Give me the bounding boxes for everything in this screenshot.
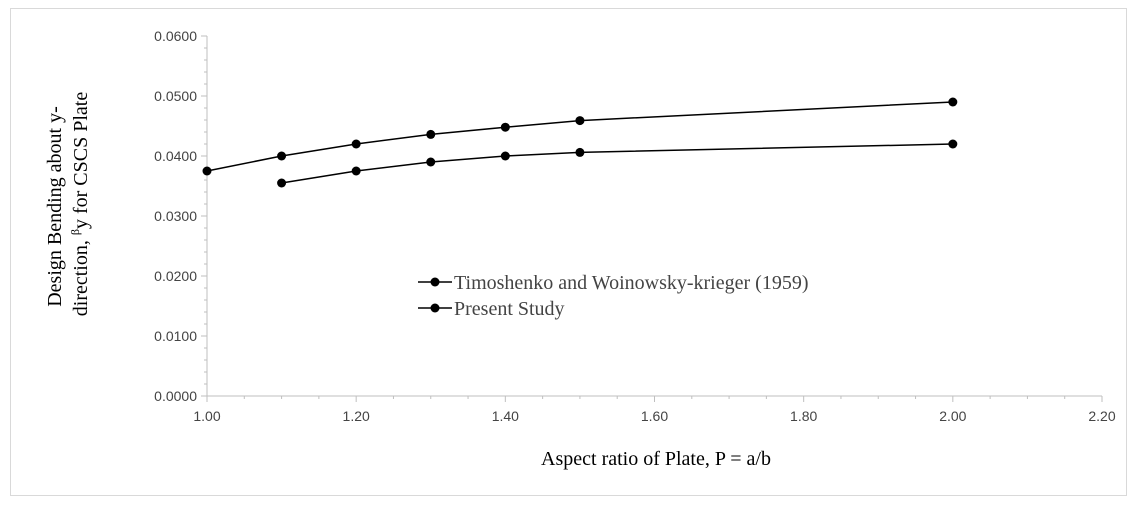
legend-item-timoshenko: Timoshenko and Woinowsky-krieger (1959) bbox=[418, 272, 808, 294]
x-tick-label: 1.80 bbox=[790, 408, 817, 424]
y-tick-label: 0.0300 bbox=[154, 208, 197, 224]
x-tick-label: 1.40 bbox=[492, 408, 519, 424]
x-tick-label: 2.20 bbox=[1088, 408, 1115, 424]
y-axis-title-beta: β bbox=[68, 229, 82, 235]
data-point-timoshenko bbox=[426, 129, 436, 139]
y-axis-title-line1: Design Bending about y- bbox=[44, 106, 66, 307]
x-tick-label: 1.60 bbox=[641, 408, 668, 424]
series bbox=[202, 97, 958, 188]
legend-label-present-study: Present Study bbox=[454, 298, 565, 320]
y-tick-label: 0.0600 bbox=[154, 28, 197, 44]
data-point-present-study bbox=[500, 151, 510, 161]
x-axis-title: Aspect ratio of Plate, P = a/b bbox=[541, 448, 771, 470]
data-point-timoshenko bbox=[575, 116, 585, 126]
series-line-timoshenko bbox=[206, 101, 953, 172]
x-tick-label: 1.20 bbox=[343, 408, 370, 424]
y-axis-title: Design Bending about y- direction, βy fo… bbox=[44, 92, 92, 317]
data-point-timoshenko bbox=[500, 122, 510, 132]
y-tick-label: 0.0000 bbox=[154, 388, 197, 404]
y-tick-label: 0.0400 bbox=[154, 148, 197, 164]
chart-plot: 0.0000 0.0100 0.0200 0.0300 0.0400 0.0500 0.06… bbox=[44, 28, 1116, 470]
data-point-timoshenko bbox=[351, 139, 361, 149]
data-point-timoshenko bbox=[277, 151, 287, 161]
y-axis-title-line2: direction, βy for CSCS Plate bbox=[68, 92, 92, 317]
y-tick-label: 0.0200 bbox=[154, 268, 197, 284]
data-point-present-study bbox=[575, 147, 585, 157]
y-axis-title-line2-pre: direction, bbox=[70, 235, 92, 316]
data-point-present-study bbox=[277, 178, 287, 188]
x-tick-label: 2.00 bbox=[939, 408, 966, 424]
y-tick-label: 0.0500 bbox=[154, 88, 197, 104]
chart-frame: 0.0000 0.0100 0.0200 0.0300 0.0400 0.0500 0.06… bbox=[10, 8, 1127, 496]
series-line-present-study bbox=[281, 143, 953, 184]
y-tick-label: 0.0100 bbox=[154, 328, 197, 344]
y-axis-title-line2-post: y for CSCS Plate bbox=[70, 92, 92, 229]
legend-marker-timoshenko bbox=[430, 277, 440, 287]
legend-marker-present-study bbox=[430, 303, 440, 313]
tick-labels: 0.0000 0.0100 0.0200 0.0300 0.0400 0.0500 0.06… bbox=[154, 28, 1116, 424]
data-point-present-study bbox=[426, 157, 436, 167]
axes bbox=[201, 35, 1103, 402]
legend-label-timoshenko: Timoshenko and Woinowsky-krieger (1959) bbox=[454, 272, 808, 294]
legend: Timoshenko and Woinowsky-krieger (1959) … bbox=[418, 272, 808, 320]
legend-item-present-study: Present Study bbox=[418, 298, 565, 320]
data-point-present-study bbox=[948, 139, 958, 149]
x-tick-label: 1.00 bbox=[193, 408, 220, 424]
data-point-timoshenko bbox=[948, 97, 958, 107]
data-point-present-study bbox=[351, 166, 361, 176]
data-point-timoshenko bbox=[202, 166, 212, 176]
